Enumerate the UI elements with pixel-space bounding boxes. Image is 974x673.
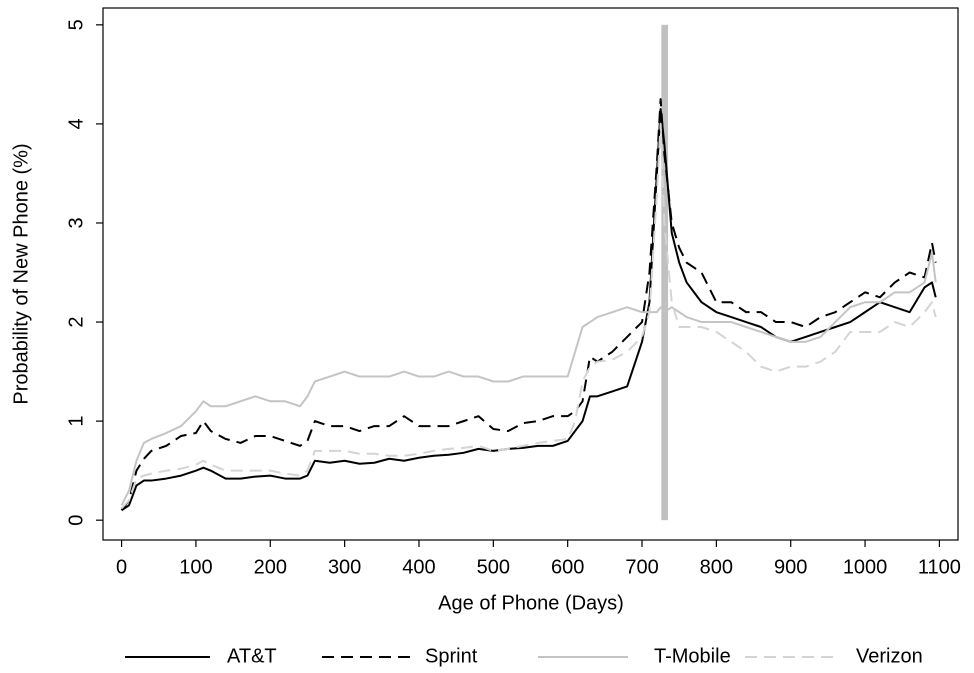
x-tick-label: 1100	[918, 556, 961, 578]
legend-label: AT&T	[227, 645, 277, 667]
y-axis-label: Probability of New Phone (%)	[10, 143, 32, 404]
x-tick-label: 800	[700, 556, 733, 578]
y-tick-label: 5	[65, 19, 87, 30]
x-tick-label: 500	[477, 556, 510, 578]
y-tick-label: 4	[65, 118, 87, 129]
y-tick-label: 2	[65, 316, 87, 327]
x-tick-label: 400	[402, 556, 435, 578]
shaded-band	[661, 24, 669, 521]
x-tick-label: 900	[774, 556, 807, 578]
x-tick-label: 200	[254, 556, 287, 578]
x-axis-label: Age of Phone (Days)	[438, 592, 624, 614]
x-tick-label: 600	[551, 556, 584, 578]
plot-frame	[102, 7, 959, 541]
x-tick-label: 0	[116, 556, 127, 578]
legend-label: Verizon	[856, 645, 923, 667]
x-tick-label: 1000	[843, 556, 888, 578]
legend-label: Sprint	[425, 645, 478, 667]
legend-label: T-Mobile	[654, 645, 731, 667]
x-tick-label: 300	[328, 556, 361, 578]
y-tick-label: 1	[65, 416, 87, 427]
x-tick-label: 700	[625, 556, 658, 578]
x-tick-label: 100	[179, 556, 212, 578]
series-line	[120, 251, 937, 506]
series-line	[120, 98, 937, 511]
series-line	[120, 122, 937, 509]
y-tick-label: 0	[65, 515, 87, 526]
y-tick-label: 3	[65, 217, 87, 228]
series-line	[121, 108, 937, 512]
